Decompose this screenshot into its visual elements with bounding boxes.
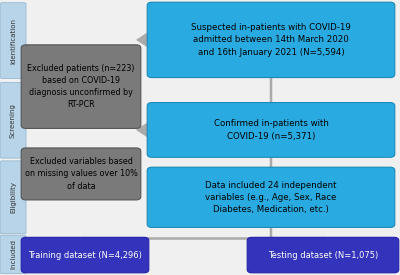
FancyBboxPatch shape — [21, 148, 141, 200]
Text: Suspected in-patients with COVID-19
admitted between 14th March 2020
and 16th Ja: Suspected in-patients with COVID-19 admi… — [191, 23, 351, 57]
Text: Testing dataset (N=1,075): Testing dataset (N=1,075) — [268, 251, 378, 260]
FancyBboxPatch shape — [147, 103, 395, 157]
Text: Identification: Identification — [10, 18, 16, 64]
FancyBboxPatch shape — [0, 82, 26, 158]
Polygon shape — [136, 29, 152, 50]
FancyBboxPatch shape — [247, 237, 399, 273]
FancyBboxPatch shape — [0, 3, 26, 78]
Text: Confirmed in-patients with
COVID-19 (n=5,371): Confirmed in-patients with COVID-19 (n=5… — [214, 119, 328, 141]
Text: Screening: Screening — [10, 103, 16, 138]
Text: Training dataset (N=4,296): Training dataset (N=4,296) — [28, 251, 142, 260]
Text: Excluded patients (n=223)
based on COVID-19
diagnosis unconfirmed by
RT-PCR: Excluded patients (n=223) based on COVID… — [27, 64, 135, 109]
FancyBboxPatch shape — [0, 235, 26, 274]
FancyBboxPatch shape — [21, 45, 141, 128]
FancyBboxPatch shape — [147, 2, 395, 78]
FancyBboxPatch shape — [147, 167, 395, 227]
Text: Eligibility: Eligibility — [10, 181, 16, 213]
FancyBboxPatch shape — [21, 237, 149, 273]
Polygon shape — [136, 119, 152, 140]
Text: Data included 24 independent
variables (e.g., Age, Sex, Race
Diabetes, Medicatio: Data included 24 independent variables (… — [205, 181, 337, 214]
Text: Included: Included — [10, 240, 16, 269]
Text: Excluded variables based
on missing values over 10%
of data: Excluded variables based on missing valu… — [24, 157, 138, 191]
FancyBboxPatch shape — [0, 161, 26, 234]
